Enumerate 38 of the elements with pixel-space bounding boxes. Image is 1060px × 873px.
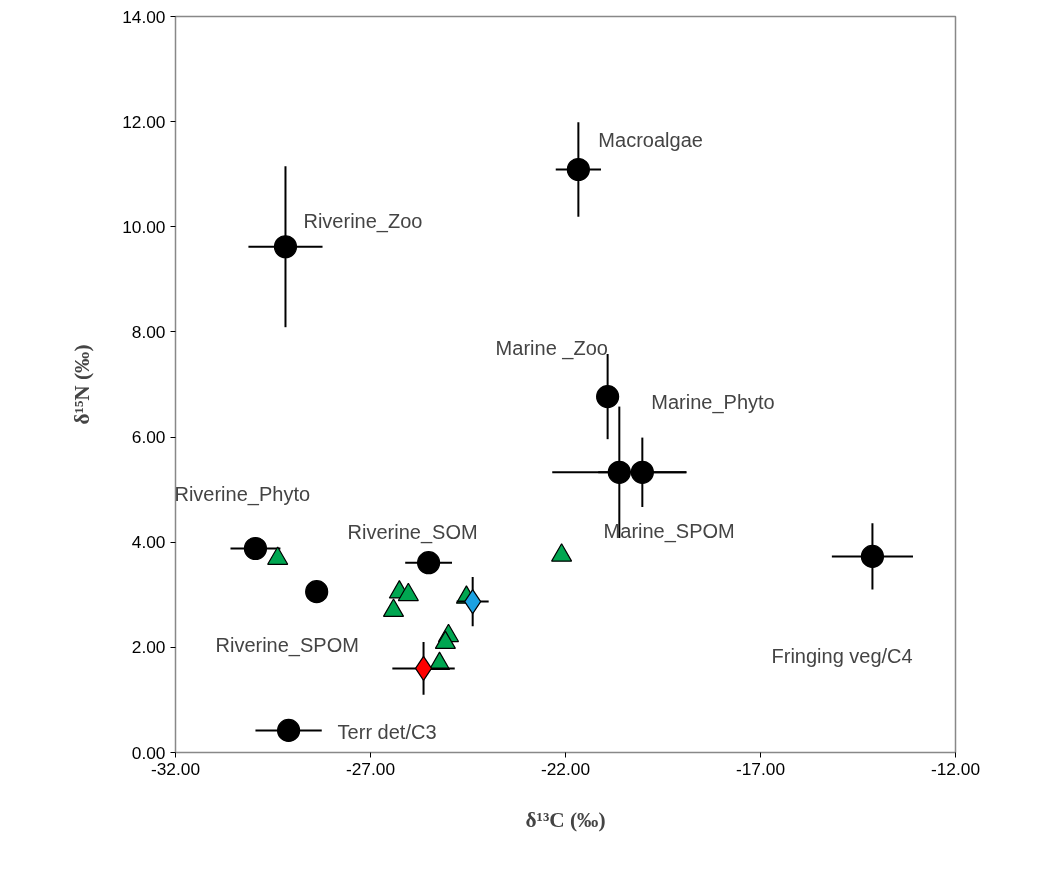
y-tick-label: 8.00: [131, 321, 166, 342]
point: [305, 580, 329, 604]
annotation: Marine_Phyto: [651, 391, 775, 415]
y-tick-label: 12.00: [122, 111, 166, 132]
x-tick-label: -27.00: [345, 758, 396, 779]
point: [551, 543, 573, 562]
point: [382, 598, 405, 617]
x-tick-label: -12.00: [930, 758, 981, 779]
point: [414, 655, 433, 681]
y-tick-label: 6.00: [131, 427, 166, 448]
annotation: Terr det/C3: [337, 721, 437, 744]
point: [860, 544, 885, 568]
point: [243, 536, 268, 561]
x-axis-title: δ¹³C (‰): [525, 807, 606, 832]
annotation: Riverine_SOM: [347, 520, 478, 544]
point: [397, 582, 419, 602]
point: [277, 718, 301, 742]
y-tick-label: 4.00: [131, 532, 166, 553]
y-axis-title: δ¹⁵N (‰): [70, 344, 95, 425]
point: [566, 157, 590, 182]
x-tick-label: -22.00: [540, 758, 591, 779]
annotation: Riverine_Zoo: [303, 209, 423, 233]
annotation: Macroalgae: [598, 129, 703, 152]
annotation: Marine _Zoo: [495, 336, 608, 360]
annotation: Riverine_Phyto: [174, 482, 311, 506]
point: [607, 460, 631, 484]
point: [596, 385, 620, 409]
y-tick-label: 2.00: [131, 637, 166, 658]
point: [417, 551, 441, 575]
x-tick-label: -17.00: [735, 758, 786, 779]
point: [273, 235, 298, 259]
point: [630, 460, 654, 484]
point: [267, 546, 289, 565]
y-tick-label: 10.00: [122, 216, 166, 237]
point: [434, 630, 456, 649]
annotation: Riverine_SPOM: [215, 633, 359, 657]
y-tick-label: 14.00: [122, 6, 166, 27]
annotation: Fringing veg/C4: [771, 644, 913, 667]
